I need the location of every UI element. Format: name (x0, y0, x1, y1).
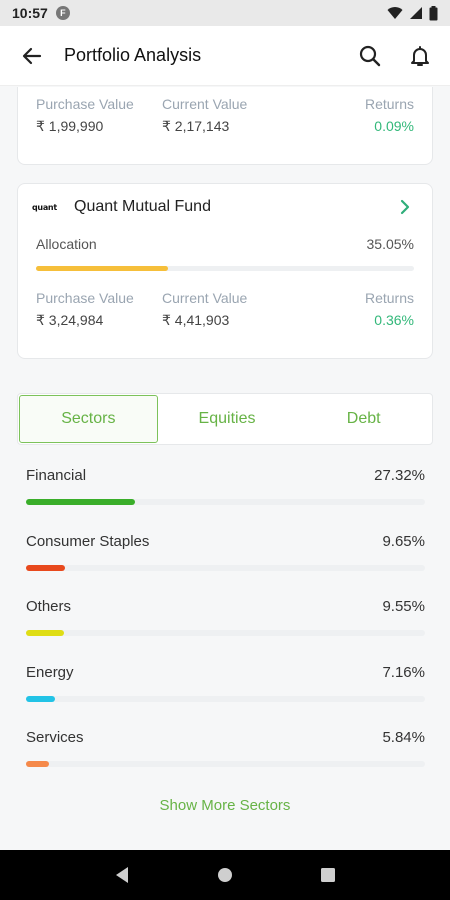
bell-icon (411, 45, 429, 66)
current-value: ₹ 4,41,903 (162, 312, 230, 328)
allocation-value: 35.05% (366, 236, 414, 252)
sector-name: Financial (26, 467, 87, 484)
sector-bar-fill (26, 564, 65, 571)
fund-logo: quant (32, 202, 57, 212)
status-time: 10:57 (12, 5, 48, 21)
arrow-left-icon (22, 47, 42, 64)
system-nav-bar (0, 850, 450, 900)
app-bar: Portfolio Analysis (0, 26, 450, 86)
purchase-value: ₹ 1,99,990 (36, 118, 104, 134)
sector-bar (26, 499, 425, 505)
returns-label: Returns (364, 96, 414, 112)
notifications-button[interactable] (406, 42, 434, 70)
purchase-value-label: Purchase Value (36, 290, 134, 306)
current-value-label: Current Value (162, 290, 248, 306)
sector-item: Consumer Staples 9.65% (26, 533, 425, 599)
back-button[interactable] (16, 40, 48, 72)
sector-bar (26, 564, 425, 571)
sector-bar-fill (26, 630, 65, 636)
fund-card[interactable]: Purchase Value ₹ 1,99,990 Current Value … (17, 87, 433, 165)
signal-icon (410, 7, 422, 19)
sector-percent: 9.65% (382, 532, 425, 550)
sector-bar-fill (26, 695, 55, 702)
analysis-tabs: Sectors Equities Debt (17, 393, 433, 445)
nav-home-button[interactable] (210, 860, 240, 890)
purchase-value: ₹ 3,24,984 (36, 312, 104, 328)
app-notification-icon: F (55, 6, 70, 20)
sector-bar-fill (26, 761, 50, 767)
sector-item: Others 9.55% (26, 598, 425, 664)
chevron-right-icon (400, 199, 410, 215)
page-title: Portfolio Analysis (64, 45, 202, 65)
search-icon (359, 45, 381, 66)
tab-debt[interactable]: Debt (346, 410, 381, 427)
square-recents-icon (321, 868, 336, 882)
triangle-back-icon (115, 867, 128, 883)
current-value-label: Current Value (162, 96, 248, 112)
sector-bar (26, 761, 425, 767)
fund-card-quant[interactable]: quant Quant Mutual Fund Allocation 35.05… (17, 183, 433, 359)
sector-item: Financial 27.32% (26, 467, 425, 533)
sector-name: Services (26, 729, 84, 746)
purchase-value-label: Purchase Value (36, 96, 134, 112)
tab-equities[interactable]: Equities (198, 410, 256, 427)
sector-name: Consumer Staples (26, 532, 150, 550)
sector-percent: 9.55% (382, 598, 425, 615)
status-bar: 10:57 F (0, 0, 450, 26)
wifi-icon (387, 7, 403, 20)
sector-percent: 7.16% (382, 663, 425, 681)
returns-label: Returns (364, 290, 414, 306)
sector-percent: 27.32% (374, 467, 425, 484)
show-more-sectors-button[interactable]: Show More Sectors (159, 797, 291, 814)
sector-name: Others (26, 598, 72, 615)
sector-list: Financial 27.32% Consumer Staples 9.65% Ot… (26, 467, 425, 795)
allocation-bar-fill (36, 266, 169, 271)
sector-bar (26, 695, 425, 702)
tab-sectors[interactable]: Sectors (19, 395, 158, 443)
sector-bar-fill (26, 499, 135, 505)
sector-name: Energy (26, 663, 74, 681)
allocation-bar (36, 266, 414, 271)
current-value: ₹ 2,17,143 (162, 118, 230, 134)
fund-name: Quant Mutual Fund (74, 198, 211, 215)
battery-icon (429, 5, 438, 20)
search-button[interactable] (356, 42, 384, 70)
fund-details-button[interactable] (396, 198, 414, 216)
nav-back-button[interactable] (107, 860, 137, 890)
returns-value: 0.36% (374, 312, 414, 328)
sector-percent: 5.84% (382, 729, 425, 746)
content-area[interactable]: Purchase Value ₹ 1,99,990 Current Value … (0, 87, 450, 850)
sector-bar (26, 630, 425, 636)
circle-home-icon (217, 868, 232, 882)
sector-item: Services 5.84% (26, 729, 425, 795)
nav-recents-button[interactable] (313, 860, 343, 890)
allocation-label: Allocation (36, 236, 97, 252)
sector-item: Energy 7.16% (26, 664, 425, 730)
returns-value: 0.09% (374, 118, 414, 134)
